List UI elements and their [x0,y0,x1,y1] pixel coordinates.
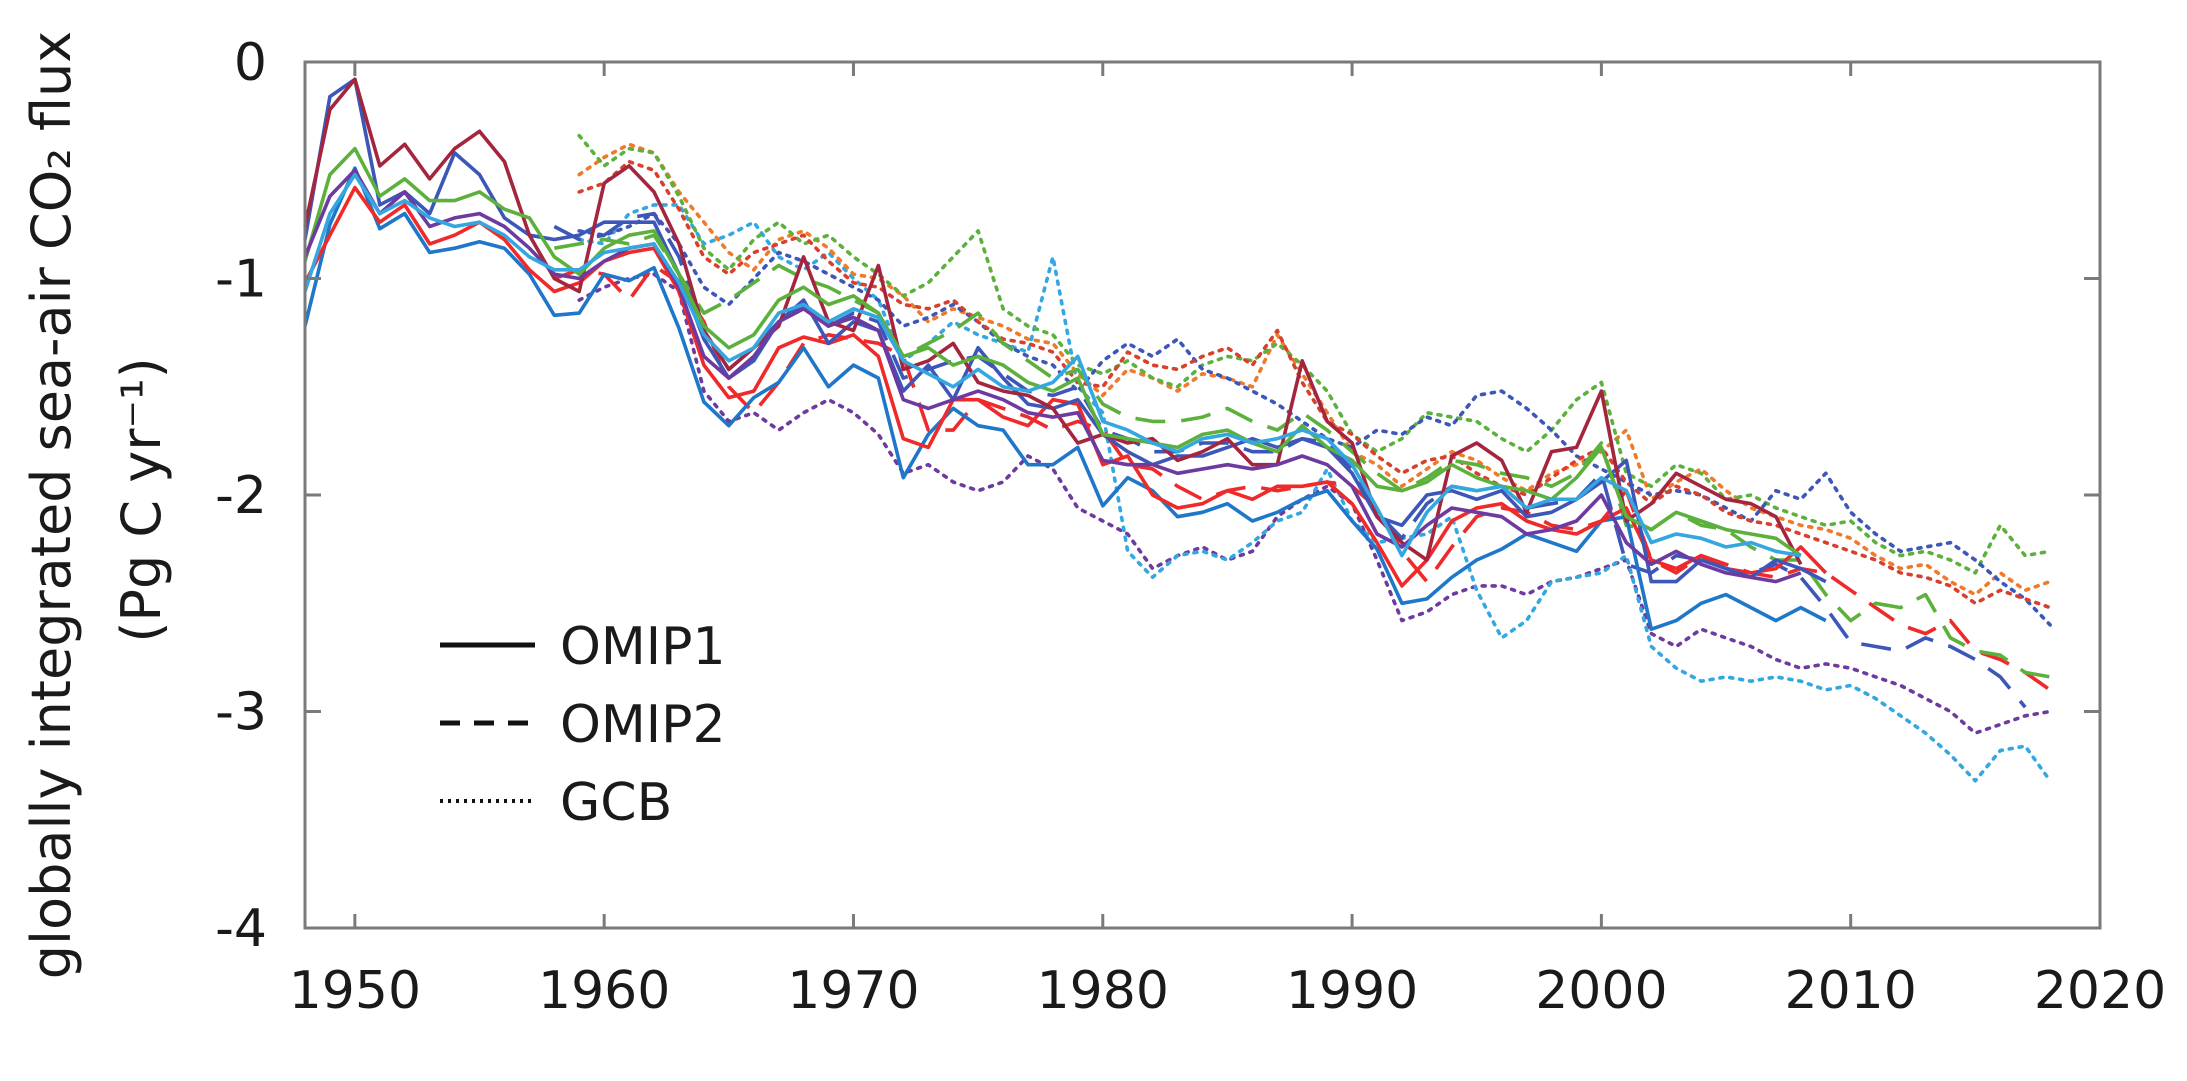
series-line-omip1-6 [303,172,1802,558]
x-tick-label-2000: 2000 [1535,961,1667,1021]
legend-label-omip1: OMIP1 [560,617,726,677]
series-line-omip1-5 [303,168,1802,584]
legend: OMIP1 OMIP2 GCB [440,617,726,833]
series-line-gcb-10 [577,272,2052,735]
series-line-gcb-15 [577,159,2052,610]
y-tick-label--4: -4 [215,899,267,959]
y-axis-label-line2: (Pg C yr⁻¹) [110,357,173,642]
y-tick-label--2: -2 [215,466,267,526]
axis-ticks: 1950 1960 1970 1980 1990 2000 2010 2020 0 -1 -2 -3 -… [215,33,2166,1021]
series-line-omip1-3 [303,77,1803,566]
y-tick-label--3: -3 [215,683,267,743]
x-tick-label-2010: 2010 [1785,961,1917,1021]
series-line-omip1-0 [303,166,1827,632]
x-tick-label-1960: 1960 [538,961,670,1021]
y-tick-label--1: -1 [215,250,267,310]
series-line-gcb-14 [577,211,2052,627]
y-axis-label-line1: globally integrated sea-air CO₂ flux [20,31,83,979]
y-axis-label: globally integrated sea-air CO₂ flux (Pg… [20,31,173,979]
y-tick-label-0: 0 [234,33,267,93]
x-tick-label-1990: 1990 [1286,961,1418,1021]
x-tick-label-2020: 2020 [2034,961,2166,1021]
x-tick-label-1950: 1950 [289,961,421,1021]
x-tick-label-1980: 1980 [1037,961,1169,1021]
series-line-omip1-2 [303,77,1827,584]
legend-label-gcb: GCB [560,773,672,833]
x-tick-label-1970: 1970 [787,961,919,1021]
series-layer [303,77,2052,783]
series-line-gcb-13 [577,133,2052,575]
legend-label-omip2: OMIP2 [560,695,726,755]
series-line-omip1-1 [303,185,1828,588]
